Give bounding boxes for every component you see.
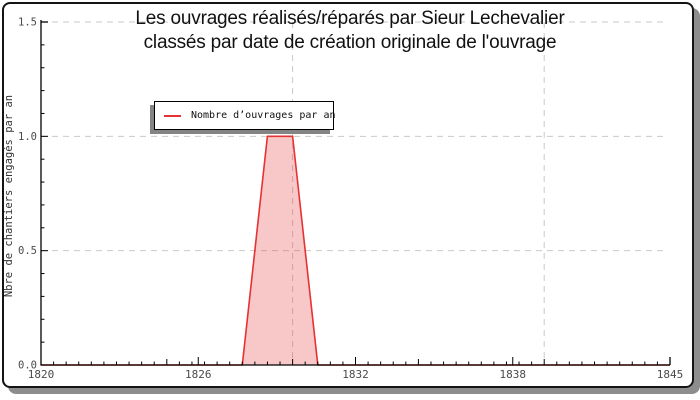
y-tick-label: 0.0 bbox=[18, 360, 37, 372]
data-line bbox=[41, 135, 670, 366]
y-tick-label: 0.5 bbox=[18, 245, 37, 257]
legend-line-sample-icon bbox=[164, 114, 181, 117]
y-tick-label: 1.0 bbox=[18, 131, 37, 143]
x-tick-label: 1845 bbox=[657, 368, 684, 381]
legend-box: Nombre d’ouvrages par an bbox=[154, 101, 336, 130]
area-fill bbox=[41, 136, 670, 365]
legend-entry-label: Nombre d’ouvrages par an bbox=[191, 110, 336, 121]
chart-title: Les ouvrages réalisés/réparés par Sieur … bbox=[0, 7, 700, 55]
y-tick-label: 1.5 bbox=[18, 17, 37, 29]
x-tick-label: 1826 bbox=[185, 368, 212, 381]
image-frame-border bbox=[2, 2, 694, 388]
y-axis-label: Nbre de chantiers engagés par an bbox=[3, 94, 15, 298]
x-tick-label: 1832 bbox=[342, 368, 369, 381]
axes bbox=[40, 20, 670, 366]
x-tick-label: 1838 bbox=[500, 368, 527, 381]
x-tick-label: 1820 bbox=[28, 368, 55, 381]
chart-title-line2: classés par date de création originale d… bbox=[143, 32, 557, 53]
chart-title-line1: Les ouvrages réalisés/réparés par Sieur … bbox=[135, 8, 565, 29]
